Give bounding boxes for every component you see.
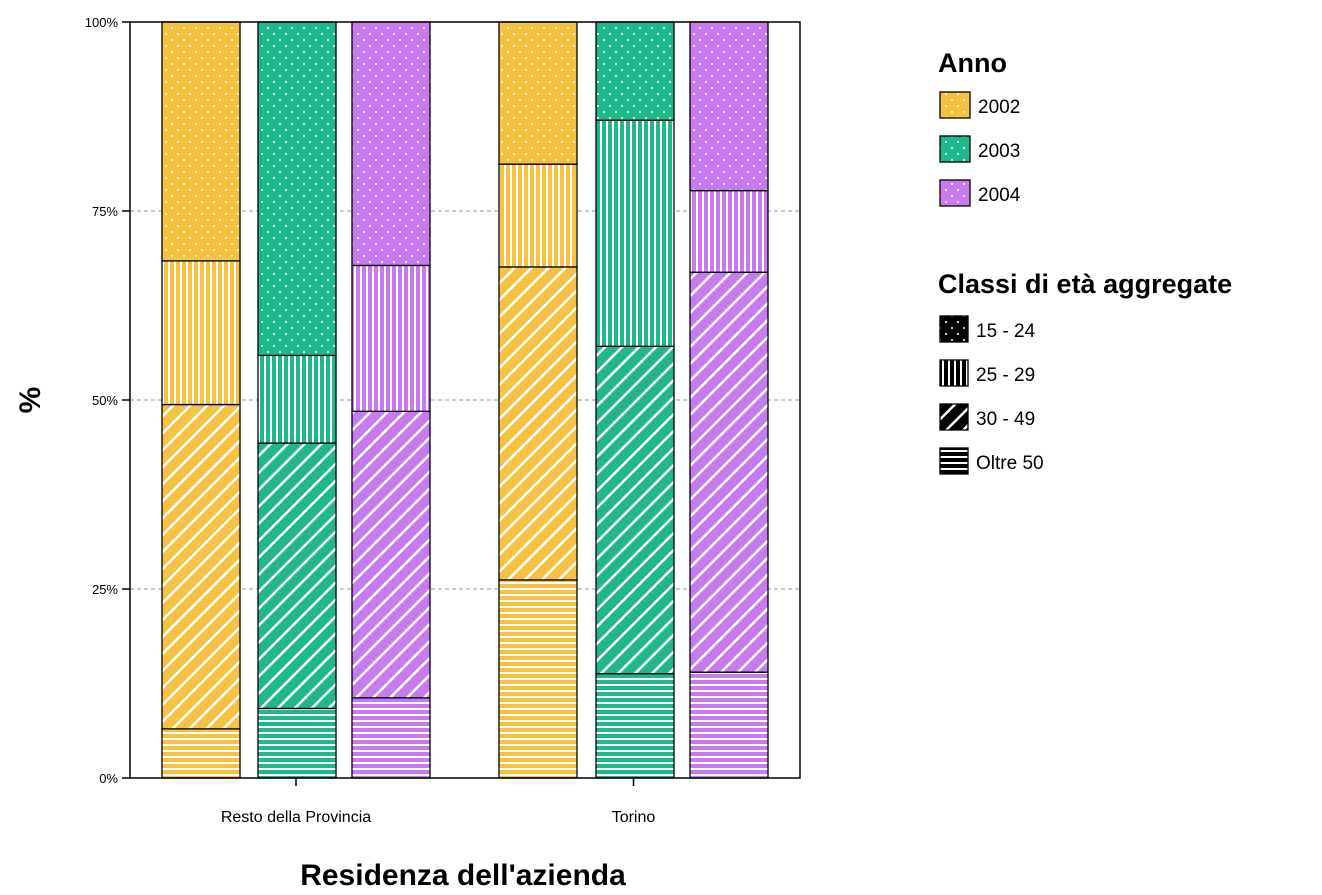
y-tick-label: 75% [92,204,118,219]
y-axis-title: % [14,387,47,414]
bar-segment-torino-2004-15-24 [689,21,769,192]
legend-year-item-2002: 2002 [939,91,1020,119]
legend-age-item-30-49: 30 - 49 [939,403,1035,431]
bar-segment-torino-2003-oltre-50 [595,673,675,779]
bar-segment-torino-2003-30-49 [595,345,675,675]
bars [161,21,769,779]
legend-label: 2003 [978,141,1020,162]
legend-age: Classi di età aggregate 15 - 24 25 - 29 30… [938,269,1232,475]
bar-segment-torino-2004-oltre-50 [689,671,769,779]
bar-segment-resto-della-provincia-2003-30-49 [257,442,337,710]
bar-segment-resto-della-provincia-2004-15-24 [351,21,431,267]
legend-swatch [939,91,971,119]
bar-segment-torino-2002-25-29 [498,163,578,268]
legend-swatch [939,447,969,475]
legend-age-item-oltre-50: Oltre 50 [939,447,1044,475]
bar-segment-resto-della-provincia-2003-15-24 [257,21,337,357]
bar-segment-torino-2002-15-24 [498,21,578,165]
legend-swatch [939,403,969,431]
y-tick-label: 0% [99,771,118,786]
legend-year-title: Anno [938,48,1007,78]
axes: 0% 25% 50% 75% 100% Resto della Provincia Tori… [85,15,656,826]
y-tick-label: 50% [92,393,118,408]
x-axis-title: Residenza dell'azienda [300,859,626,892]
bar-segment-torino-2004-25-29 [689,189,769,273]
legend-swatch [939,179,971,207]
bar-segment-torino-2002-oltre-50 [498,579,578,779]
legend-swatch [939,359,969,387]
bar-segment-resto-della-provincia-2002-25-29 [161,260,241,406]
bar-segment-resto-della-provincia-2003-25-29 [257,354,337,444]
bar-segment-resto-della-provincia-2004-30-49 [351,410,431,699]
legend-year-item-2003: 2003 [939,135,1020,163]
legend-label: 2004 [978,185,1021,206]
legend-label: 30 - 49 [976,409,1035,430]
legend-swatch [939,135,971,163]
bar-segment-torino-2003-15-24 [595,21,675,121]
x-category-label: Resto della Provincia [221,809,371,826]
legend-swatch [939,315,969,343]
bar-segment-resto-della-provincia-2002-30-49 [161,403,241,730]
legend-label: 25 - 29 [976,365,1035,386]
bar-segment-torino-2004-30-49 [689,271,769,673]
bar-segment-torino-2003-25-29 [595,119,675,347]
x-category-label: Torino [612,809,656,826]
legend-label: 2002 [978,97,1020,118]
legend-age-item-25-29: 25 - 29 [939,359,1035,387]
y-tick-label: 25% [92,582,118,597]
bar-segment-resto-della-provincia-2004-25-29 [351,264,431,412]
bar-segment-resto-della-provincia-2002-oltre-50 [161,728,241,779]
bar-segment-resto-della-provincia-2003-oltre-50 [257,707,337,779]
legend-label: 15 - 24 [976,321,1036,342]
legend-age-item-15-24: 15 - 24 [939,315,1036,343]
bar-segment-torino-2002-30-49 [498,266,578,581]
bar-segment-resto-della-provincia-2002-15-24 [161,21,241,262]
legend-label: Oltre 50 [976,453,1044,474]
bar-segment-resto-della-provincia-2004-oltre-50 [351,697,431,779]
legend-year-item-2004: 2004 [939,179,1021,207]
y-tick-label: 100% [85,15,119,30]
legend-age-title: Classi di età aggregate [938,269,1232,299]
legend-year: Anno 2002 2003 2004 [938,48,1021,207]
